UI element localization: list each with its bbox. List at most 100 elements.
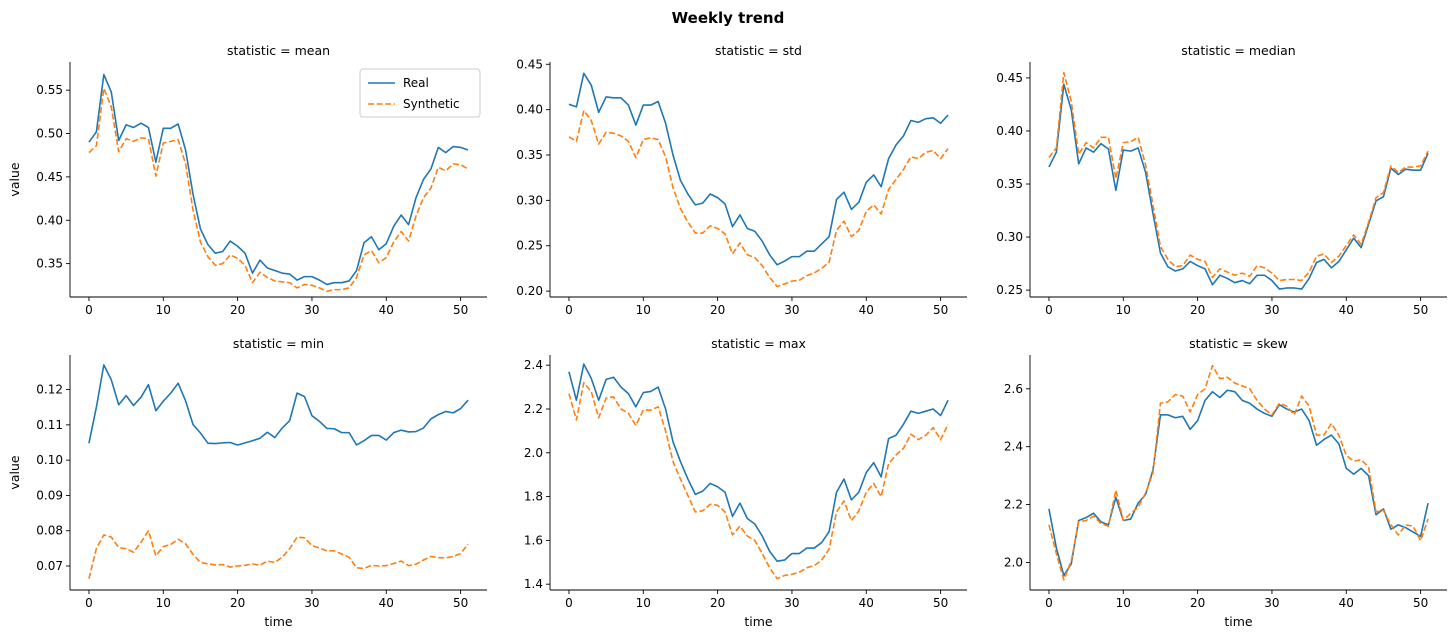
x-tick-label: 40 (1339, 303, 1354, 317)
y-tick-label: 2.6 (1004, 382, 1023, 396)
y-tick-label: 0.40 (516, 103, 543, 117)
legend: Real Synthetic (359, 68, 481, 118)
series-line-real (568, 72, 949, 266)
x-tick-label: 10 (1116, 596, 1131, 610)
y-tick-label: 0.12 (36, 383, 63, 397)
y-tick-label: 0.45 (516, 57, 543, 71)
x-tick-label: 50 (933, 596, 948, 610)
x-tick-label: 50 (453, 303, 468, 317)
panel-title: statistic = max (711, 336, 806, 351)
x-tick-label: 0 (565, 303, 573, 317)
series-line-synthetic (568, 381, 949, 580)
panel-title: statistic = skew (1189, 336, 1288, 351)
x-tick-label: 50 (453, 596, 468, 610)
y-tick-label: 0.50 (36, 127, 63, 141)
x-tick-label: 50 (1413, 303, 1428, 317)
x-tick-label: 30 (1264, 303, 1279, 317)
x-tick-label: 10 (636, 596, 651, 610)
y-tick-label: 2.4 (1004, 440, 1023, 454)
x-tick-label: 0 (1045, 303, 1053, 317)
y-axis-label: value (7, 455, 22, 489)
x-tick-label: 0 (1045, 596, 1053, 610)
x-tick-label: 20 (1190, 303, 1205, 317)
y-tick-label: 2.2 (524, 402, 543, 416)
y-tick-label: 0.11 (36, 418, 63, 432)
series-line-real (88, 364, 469, 446)
legend-frame (359, 68, 481, 118)
y-axis-label: value (7, 162, 22, 196)
series-line-synthetic (1048, 71, 1429, 282)
x-tick-label: 20 (710, 303, 725, 317)
series-line-real (1048, 83, 1429, 290)
x-tick-label: 40 (859, 596, 874, 610)
figure-title: Weekly trend (672, 9, 785, 27)
y-tick-label: 0.07 (36, 559, 63, 573)
x-tick-label: 50 (933, 303, 948, 317)
panel-title: statistic = std (715, 43, 802, 58)
x-tick-label: 30 (784, 303, 799, 317)
y-tick-label: 0.25 (996, 283, 1023, 297)
x-tick-label: 10 (156, 596, 171, 610)
series-line-synthetic (88, 87, 469, 293)
x-tick-label: 30 (304, 596, 319, 610)
panel-5: statistic = max 0 10 20 30 40 50 1.4 1.6 1.8 2.0 2.… (524, 336, 967, 629)
x-tick-label: 40 (859, 303, 874, 317)
x-axis-label: time (264, 614, 293, 629)
x-tick-label: 40 (1339, 596, 1354, 610)
x-tick-label: 20 (230, 303, 245, 317)
y-tick-label: 0.30 (516, 193, 543, 207)
panel-6: statistic = skew 0 10 20 30 40 50 2.0 2.2 2.4 2.6 t… (1004, 336, 1447, 629)
x-tick-label: 30 (1264, 596, 1279, 610)
y-tick-label: 2.2 (1004, 498, 1023, 512)
x-tick-label: 0 (85, 596, 93, 610)
panel-3: statistic = median 0 10 20 30 40 50 0.25 0.30 0.3… (996, 43, 1447, 317)
x-tick-label: 20 (1190, 596, 1205, 610)
x-tick-label: 10 (1116, 303, 1131, 317)
y-tick-label: 0.35 (516, 148, 543, 162)
y-tick-label: 0.30 (996, 230, 1023, 244)
y-tick-label: 0.10 (36, 453, 63, 467)
panel-4: statistic = min 0 10 20 30 40 50 0.07 0.08 0.09 0.… (7, 336, 487, 629)
y-tick-label: 2.0 (1004, 555, 1023, 569)
x-tick-label: 30 (784, 596, 799, 610)
panel-1: statistic = mean 0 10 20 30 40 50 0.35 0.40 0.45 0… (7, 43, 487, 317)
series-line-real (568, 363, 949, 562)
series-line-synthetic (568, 109, 949, 288)
x-tick-label: 30 (304, 303, 319, 317)
x-tick-label: 10 (636, 303, 651, 317)
y-tick-label: 1.4 (524, 577, 543, 591)
series-line-real (88, 73, 469, 286)
y-tick-label: 0.35 (996, 177, 1023, 191)
x-axis-label: time (1224, 614, 1253, 629)
y-tick-label: 0.20 (516, 284, 543, 298)
x-tick-label: 20 (230, 596, 245, 610)
x-tick-label: 0 (565, 596, 573, 610)
x-tick-label: 40 (379, 303, 394, 317)
y-tick-label: 1.6 (524, 533, 543, 547)
series-line-synthetic (1048, 364, 1429, 581)
y-tick-label: 0.45 (36, 170, 63, 184)
y-tick-label: 1.8 (524, 490, 543, 504)
y-tick-label: 0.08 (36, 524, 63, 538)
y-tick-label: 0.09 (36, 488, 63, 502)
x-tick-label: 50 (1413, 596, 1428, 610)
y-tick-label: 0.55 (36, 83, 63, 97)
y-tick-label: 2.0 (524, 446, 543, 460)
panel-2: statistic = std 0 10 20 30 40 50 0.20 0.25 0.30 0.… (516, 43, 967, 317)
legend-label-synthetic: Synthetic (403, 97, 460, 111)
y-tick-label: 0.25 (516, 239, 543, 253)
x-axis-label: time (744, 614, 773, 629)
y-tick-label: 0.40 (36, 213, 63, 227)
panel-title: statistic = min (233, 336, 324, 351)
series-line-synthetic (88, 529, 469, 579)
panel-title: statistic = mean (227, 43, 330, 58)
y-tick-label: 0.40 (996, 124, 1023, 138)
x-tick-label: 0 (85, 303, 93, 317)
series-line-real (1048, 389, 1429, 577)
x-tick-label: 20 (710, 596, 725, 610)
legend-label-real: Real (403, 76, 429, 90)
y-tick-label: 0.35 (36, 257, 63, 271)
y-tick-label: 0.45 (996, 71, 1023, 85)
x-tick-label: 40 (379, 596, 394, 610)
